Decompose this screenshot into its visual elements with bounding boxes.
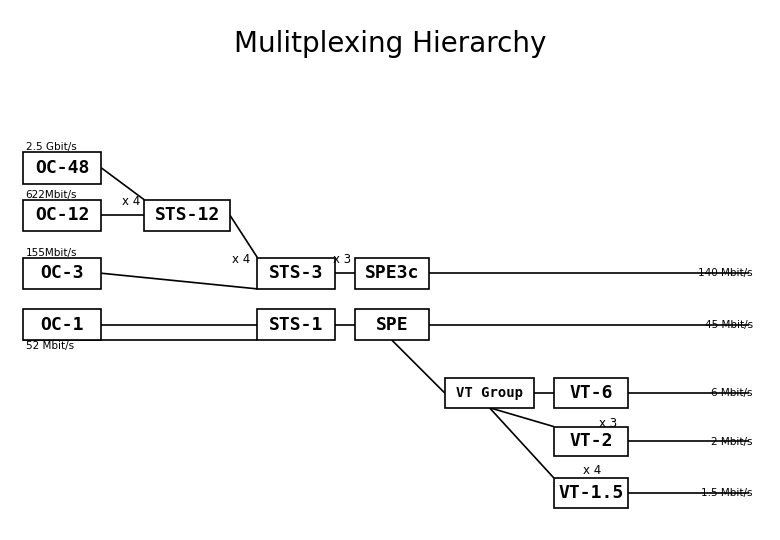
Text: VT Group: VT Group	[456, 386, 523, 400]
Text: 2 Mbit/s: 2 Mbit/s	[711, 437, 753, 447]
Text: STS-3: STS-3	[269, 264, 324, 282]
FancyBboxPatch shape	[257, 309, 335, 340]
FancyBboxPatch shape	[23, 309, 101, 340]
Text: 140 Mbit/s: 140 Mbit/s	[698, 268, 753, 278]
Text: STS-1: STS-1	[269, 315, 324, 334]
Text: SPE3c: SPE3c	[365, 264, 419, 282]
Text: 2.5 Gbit/s: 2.5 Gbit/s	[26, 142, 76, 152]
Text: OC-1: OC-1	[41, 315, 84, 334]
FancyBboxPatch shape	[355, 309, 429, 340]
Text: 45 Mbit/s: 45 Mbit/s	[704, 320, 753, 329]
Text: x 4: x 4	[232, 253, 250, 266]
Text: SPE: SPE	[376, 315, 408, 334]
FancyBboxPatch shape	[445, 378, 534, 408]
Text: x 3: x 3	[599, 417, 617, 430]
Text: VT-2: VT-2	[569, 433, 612, 450]
FancyBboxPatch shape	[23, 200, 101, 231]
Text: Mulitplexing Hierarchy: Mulitplexing Hierarchy	[234, 30, 546, 58]
Text: 6 Mbit/s: 6 Mbit/s	[711, 388, 753, 398]
FancyBboxPatch shape	[23, 258, 101, 289]
FancyBboxPatch shape	[144, 200, 230, 231]
Text: STS-12: STS-12	[154, 206, 220, 225]
FancyBboxPatch shape	[23, 152, 101, 184]
Text: OC-48: OC-48	[35, 159, 90, 177]
Text: VT-6: VT-6	[569, 384, 612, 402]
Text: 52 Mbit/s: 52 Mbit/s	[26, 341, 74, 350]
Text: x 4: x 4	[122, 195, 140, 208]
Text: x 4: x 4	[583, 464, 601, 477]
Text: OC-12: OC-12	[35, 206, 90, 225]
FancyBboxPatch shape	[554, 427, 628, 456]
Text: 155Mbit/s: 155Mbit/s	[26, 248, 77, 258]
FancyBboxPatch shape	[554, 478, 628, 508]
FancyBboxPatch shape	[257, 258, 335, 289]
Text: 1.5 Mbit/s: 1.5 Mbit/s	[701, 488, 753, 498]
FancyBboxPatch shape	[355, 258, 429, 289]
Text: VT-1.5: VT-1.5	[558, 484, 623, 502]
FancyBboxPatch shape	[554, 378, 628, 408]
Text: 622Mbit/s: 622Mbit/s	[26, 191, 77, 200]
Text: OC-3: OC-3	[41, 264, 84, 282]
Text: x 3: x 3	[333, 253, 351, 266]
